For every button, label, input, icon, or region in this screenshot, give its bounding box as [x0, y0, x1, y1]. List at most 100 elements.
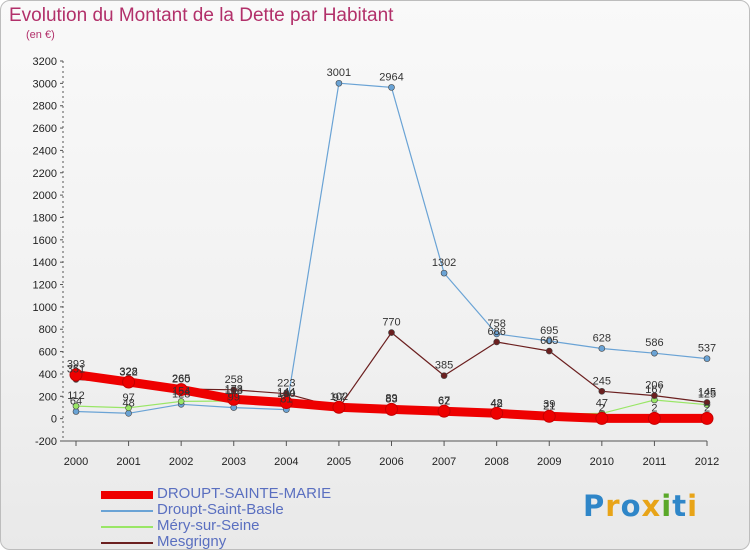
data-label-mesgrigny: 145 [698, 386, 716, 398]
series-line-droupt-saint-basle [75, 82, 708, 414]
legend-label: Mesgrigny [157, 533, 227, 550]
data-point-droupt-sainte-marie [542, 409, 556, 423]
data-label-droupt-saint-basle: 64 [70, 395, 82, 407]
data-point-droupt-sainte-marie [385, 402, 398, 416]
data-label-droupt-sainte-marie: 83 [385, 393, 397, 405]
y-tick-label: -200 [35, 436, 57, 448]
data-label-droupt-sainte-marie: 67 [438, 395, 450, 407]
data-point-droupt-sainte-marie [69, 368, 83, 382]
data-point-droupt-sainte-marie [174, 383, 188, 397]
y-tick-label: 1000 [33, 302, 57, 314]
data-label-mery-sur-seine: 97 [333, 392, 345, 404]
data-label-droupt-sainte-marie: 393 [67, 359, 85, 371]
chart-subtitle: (en €) [26, 29, 55, 41]
data-point-mesgrigny [493, 338, 500, 346]
data-label-mery-sur-seine: 47 [596, 397, 608, 409]
legend-swatch [101, 510, 153, 512]
data-point-droupt-saint-basle [703, 355, 711, 362]
data-label-droupt-saint-basle: 99 [228, 392, 240, 404]
x-tick-label: 2012 [695, 456, 719, 468]
data-label-droupt-sainte-marie: 173 [225, 383, 243, 395]
y-tick-label: 1800 [33, 212, 57, 224]
data-label-droupt-sainte-marie: 2 [704, 402, 710, 414]
data-label-droupt-saint-basle: 3001 [327, 67, 351, 79]
y-tick-label: 200 [39, 391, 57, 403]
y-tick-label: 600 [39, 347, 57, 359]
data-point-droupt-sainte-marie [437, 404, 451, 418]
data-point-droupt-sainte-marie [490, 406, 504, 420]
data-label-droupt-sainte-marie: 328 [119, 366, 137, 378]
x-tick-label: 2005 [327, 456, 351, 468]
y-tick-label: 2600 [33, 123, 57, 135]
x-tick-label: 2003 [222, 456, 246, 468]
data-point-mery-sur-seine [125, 404, 132, 412]
x-tick-label: 2002 [169, 456, 193, 468]
logo-letter: x [641, 489, 662, 523]
data-point-mesgrigny [388, 329, 395, 336]
y-tick-label: 2800 [33, 101, 57, 113]
data-label-droupt-saint-basle: 695 [540, 325, 558, 337]
legend-label: Méry-sur-Seine [157, 517, 260, 534]
data-point-droupt-sainte-marie [227, 392, 241, 406]
data-label-mesgrigny: 223 [277, 378, 295, 390]
data-label-mesgrigny: 322 [119, 367, 137, 379]
data-label-mery-sur-seine: 62 [438, 396, 450, 408]
data-label-mery-sur-seine: 112 [67, 390, 85, 402]
data-label-mery-sur-seine: 167 [645, 384, 663, 396]
legend-swatch [101, 491, 153, 499]
data-label-mery-sur-seine: 130 [277, 388, 295, 400]
x-tick-label: 2009 [537, 456, 561, 468]
y-tick-label: 1600 [33, 235, 57, 247]
data-label-droupt-saint-basle: 537 [698, 343, 716, 355]
data-point-droupt-saint-basle [335, 79, 343, 87]
data-point-droupt-sainte-marie [279, 396, 293, 410]
data-label-droupt-sainte-marie: 144 [277, 387, 295, 399]
data-point-mery-sur-seine [177, 398, 185, 405]
proxiti-logo: Proxiti [583, 489, 698, 523]
y-tick-label: 0 [51, 414, 57, 426]
data-label-mery-sur-seine: 89 [385, 393, 397, 405]
logo-letter: i [661, 489, 673, 523]
data-label-mesgrigny: 97 [333, 392, 345, 404]
legend-swatch [101, 526, 153, 528]
logo-letter: t [672, 489, 688, 523]
y-tick-label: 800 [39, 324, 57, 336]
data-label-mesgrigny: 245 [593, 375, 611, 387]
data-point-mesgrigny [440, 372, 448, 379]
data-point-mery-sur-seine [72, 402, 80, 410]
data-point-droupt-sainte-marie [332, 400, 346, 414]
data-point-droupt-sainte-marie [647, 411, 661, 425]
data-label-mesgrigny: 385 [435, 360, 453, 372]
x-tick-label: 2007 [432, 456, 456, 468]
data-point-droupt-saint-basle [545, 337, 553, 345]
data-point-droupt-saint-basle [388, 84, 395, 91]
data-point-droupt-sainte-marie [595, 411, 609, 425]
data-point-droupt-saint-basle [125, 409, 132, 417]
y-tick-label: 400 [39, 369, 57, 381]
data-label-droupt-sainte-marie: 260 [172, 374, 190, 386]
data-point-droupt-saint-basle [440, 269, 448, 277]
data-label-mery-sur-seine: 42 [491, 398, 503, 410]
data-label-mesgrigny: 686 [487, 326, 505, 338]
data-label-droupt-saint-basle: 81 [280, 394, 292, 406]
data-label-droupt-saint-basle: 758 [487, 318, 505, 330]
data-point-droupt-saint-basle [651, 349, 658, 357]
data-label-droupt-saint-basle: 48 [122, 397, 134, 409]
data-label-mery-sur-seine: 154 [172, 385, 190, 397]
data-label-droupt-sainte-marie: 2 [599, 402, 605, 414]
data-label-mery-sur-seine: 39 [543, 398, 555, 410]
data-label-mesgrigny: 770 [382, 317, 400, 329]
data-point-mesgrigny [703, 399, 711, 406]
y-tick-label: 1200 [33, 280, 57, 292]
data-label-mery-sur-seine: 158 [225, 385, 243, 397]
x-tick-label: 2000 [64, 456, 88, 468]
chart-title: Evolution du Montant de la Dette par Hab… [9, 5, 394, 26]
logo-letter: i [687, 489, 699, 523]
x-tick-label: 2006 [379, 456, 403, 468]
data-label-mesgrigny: 605 [540, 335, 558, 347]
legend-label: Droupt-Saint-Basle [157, 501, 284, 518]
legend-swatch [101, 542, 153, 544]
x-tick-label: 2010 [590, 456, 614, 468]
data-label-droupt-saint-basle: 1302 [432, 257, 456, 269]
